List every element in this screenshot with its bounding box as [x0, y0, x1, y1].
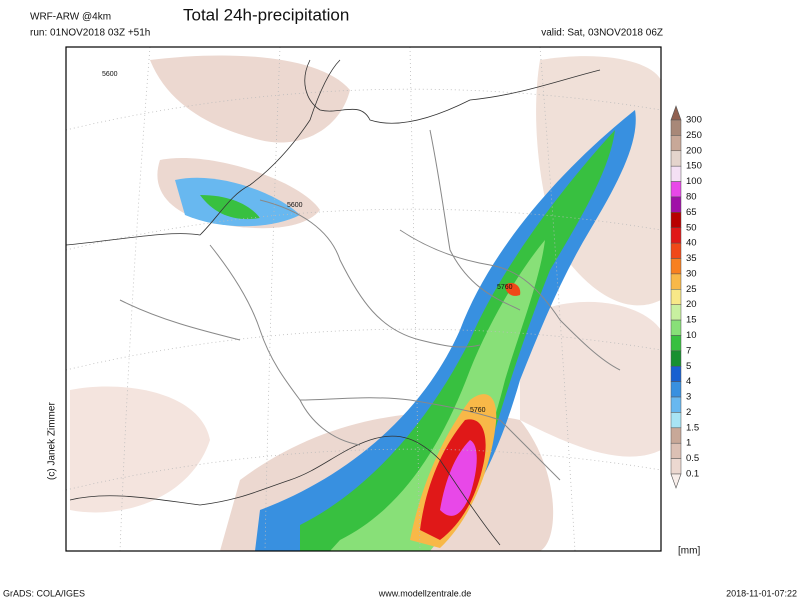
contour-label: 5600 [287, 202, 303, 209]
border [299, 397, 561, 481]
precip-moderate [255, 110, 636, 551]
colorbar-label: 2 [686, 407, 691, 418]
colorbar-box [670, 412, 682, 429]
colorbar-box [670, 350, 682, 367]
colorbar-label: 7 [686, 345, 691, 356]
colorbar-box [670, 366, 682, 382]
colorbar-label: 40 [686, 238, 697, 249]
colorbar-box [670, 258, 682, 275]
colorbar-label: 0.5 [686, 453, 699, 464]
colorbar-label: 0.1 [686, 469, 699, 480]
colorbar-box [670, 212, 682, 228]
colorbar-box [670, 458, 682, 475]
precip-light [150, 55, 350, 143]
precip-heavy [300, 130, 615, 551]
colorbar-label: 50 [686, 222, 697, 233]
precip-heavy [200, 195, 260, 220]
colorbar-label: 200 [686, 145, 702, 156]
border [209, 244, 361, 446]
colorbar-label: 65 [686, 207, 697, 218]
colorbar-box [670, 273, 682, 290]
contour-label: 5760 [470, 407, 486, 414]
colorbar-box [670, 227, 682, 244]
colorbar-label: 30 [686, 268, 697, 279]
credit: (c) Janek Zimmer [47, 402, 58, 480]
title: Total 24h-precipitation [183, 5, 349, 24]
precip-light [520, 301, 661, 457]
footer-right: 2018-11-01-07:22 [726, 588, 797, 598]
footer-left: GrADS: COLA/IGES [3, 588, 85, 598]
grid-line [119, 47, 576, 551]
border [399, 229, 621, 371]
colorbar-label: 35 [686, 253, 697, 264]
colorbar-box [670, 150, 682, 167]
colorbar-box [670, 135, 682, 152]
colorbar-label: 1 [686, 438, 691, 449]
precip-light [70, 386, 210, 513]
coastline [69, 435, 501, 546]
colorbar: 300 250 200 150 100 80 65 50 40 35 30 25 20 15 10 7 5 4 3 2… [670, 105, 702, 489]
colorbar-box [670, 319, 682, 336]
model-label: WRF-ARW @4km [30, 12, 111, 23]
border [259, 199, 481, 348]
colorbar-label: 250 [686, 130, 702, 141]
colorbar-box [670, 165, 682, 182]
contour-label: 5600 [102, 71, 118, 78]
colorbar-label: 100 [686, 176, 702, 187]
colorbar-label: 25 [686, 284, 697, 295]
colorbar-box [670, 289, 682, 305]
colorbar-label: 5 [686, 361, 691, 372]
colorbar-box [670, 335, 682, 352]
colorbar-box [670, 196, 682, 213]
colorbar-label: 10 [686, 330, 697, 341]
contour-label: 5760 [497, 284, 513, 291]
map: 5600 5600 5760 5760 [66, 47, 661, 551]
coastline [66, 59, 341, 246]
run-label: run: 01NOV2018 03Z +51h [30, 28, 150, 39]
valid-label: valid: Sat, 03NOV2018 06Z [541, 28, 663, 39]
colorbar-box [670, 119, 682, 136]
colorbar-box [670, 304, 682, 321]
colorbar-label: 4 [686, 376, 691, 387]
footer-center: www.modellzentrale.de [378, 588, 472, 598]
map-frame [65, 46, 662, 552]
colorbar-label: 150 [686, 161, 702, 172]
colorbar-box [670, 242, 682, 259]
border [429, 129, 521, 311]
colorbar-box [670, 427, 682, 444]
colorbar-label: 3 [686, 392, 691, 403]
colorbar-box [670, 442, 682, 459]
precip-intense [505, 283, 521, 296]
colorbar-arrow [670, 473, 682, 489]
colorbar-label: 300 [686, 115, 702, 126]
colorbar-arrow [670, 105, 682, 121]
colorbar-label: 15 [686, 315, 697, 326]
precip-extreme [440, 440, 477, 516]
colorbar-label: 1.5 [686, 422, 699, 433]
unit-label: [mm] [678, 546, 700, 557]
colorbar-label: 20 [686, 299, 697, 310]
colorbar-box [670, 396, 682, 413]
border [119, 299, 241, 341]
colorbar-box [670, 381, 682, 398]
coastline [304, 59, 601, 124]
colorbar-label: 80 [686, 191, 697, 202]
colorbar-box [670, 181, 682, 198]
